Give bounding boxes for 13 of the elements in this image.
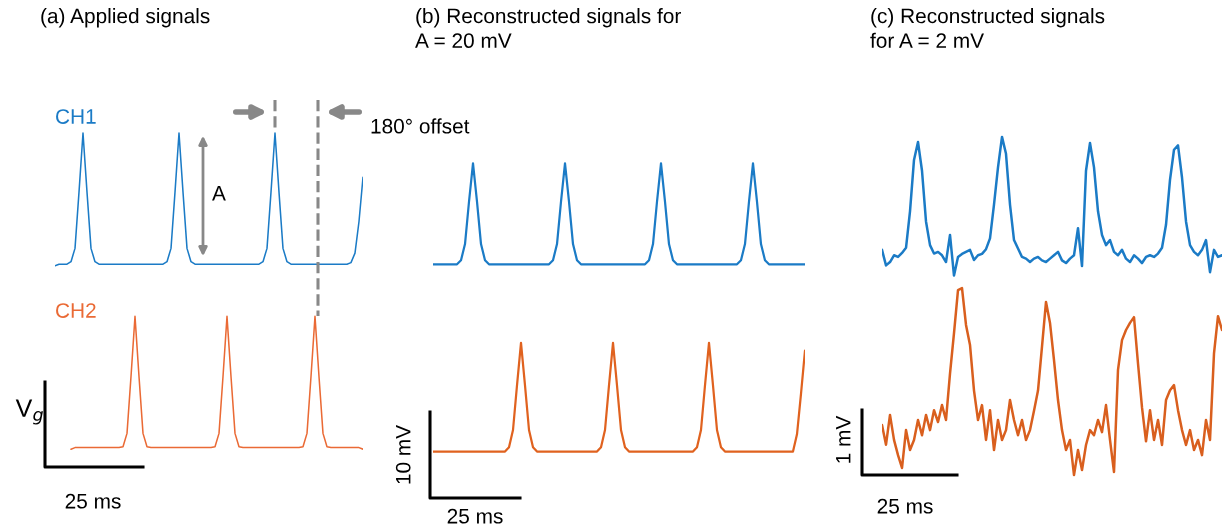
text: 1 mV [836,415,851,463]
text: 25 ms [877,498,933,514]
series-label: CH1 [56,109,96,124]
text: 180° offset [371,118,470,134]
chart-title: (b) Reconstructed signals for A = 20 mV [415,8,681,49]
chart-title: (c) Reconstructed signals for A = 2 mV [870,8,1105,49]
series-label: CH2 [56,303,96,318]
text: 25 ms [447,508,503,524]
text: V$_{g}$ [15,399,43,425]
annotation: A [212,186,226,201]
text: 10 mV [395,424,411,484]
text: 25 ms [65,493,121,509]
chart-title: (a) Applied signals [41,8,210,28]
